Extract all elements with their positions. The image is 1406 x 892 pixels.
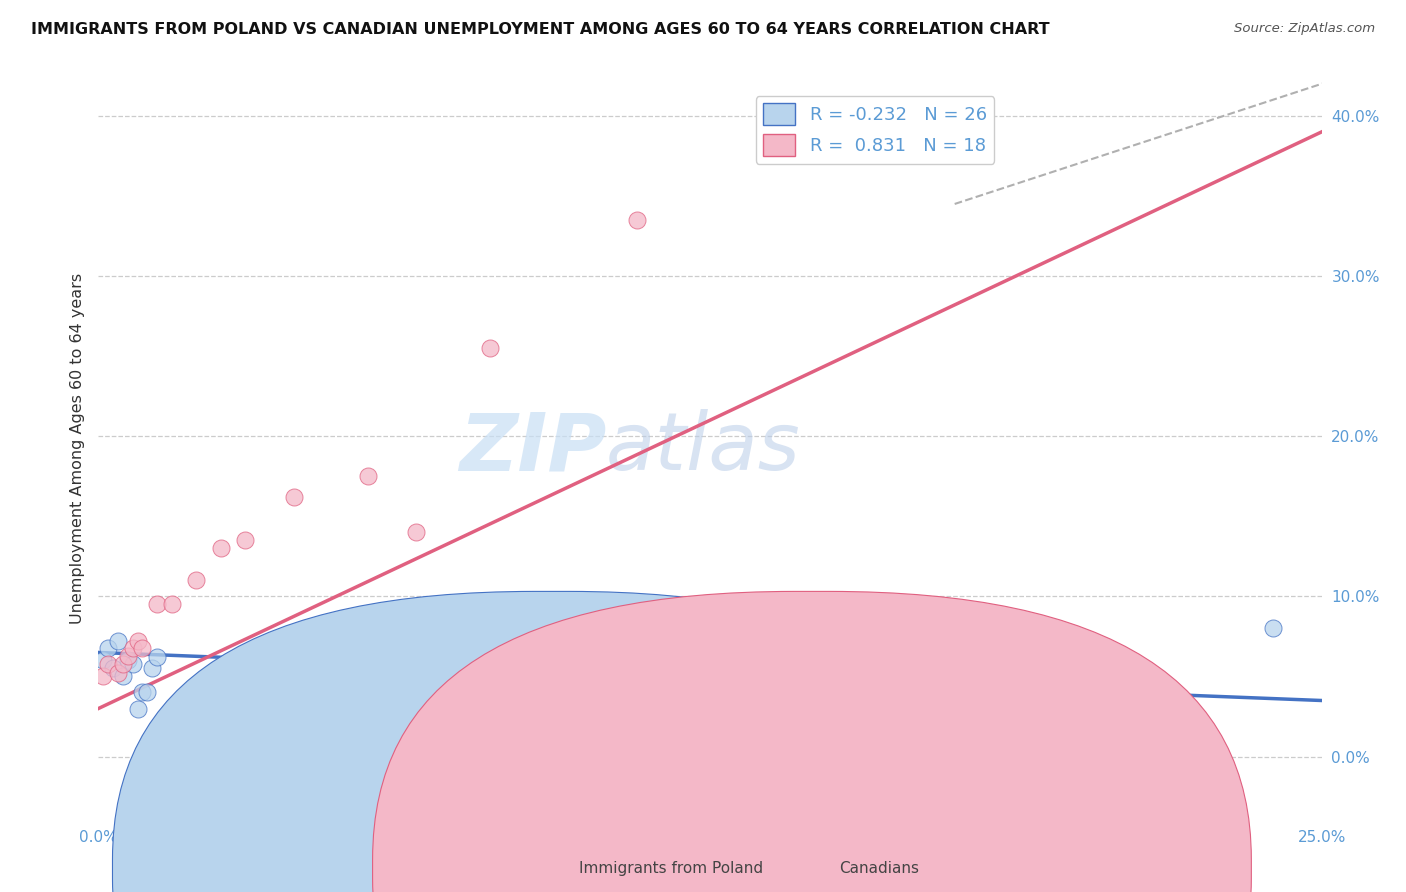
Point	[576, 669, 599, 683]
Point	[332, 657, 354, 671]
Point	[131, 685, 153, 699]
Point	[127, 634, 149, 648]
Point	[209, 541, 232, 556]
Point	[117, 648, 139, 663]
Point	[405, 525, 427, 540]
Y-axis label: Unemployment Among Ages 60 to 64 years: Unemployment Among Ages 60 to 64 years	[69, 273, 84, 624]
Point	[107, 634, 129, 648]
Point	[160, 598, 183, 612]
Point	[233, 765, 256, 780]
Point	[356, 469, 378, 483]
Point	[101, 661, 124, 675]
Point	[553, 693, 575, 707]
Point	[136, 685, 159, 699]
Text: ZIP: ZIP	[458, 409, 606, 487]
Point	[454, 689, 477, 703]
Point	[650, 640, 672, 655]
Point	[1261, 622, 1284, 636]
FancyBboxPatch shape	[112, 591, 991, 892]
Point	[943, 778, 966, 792]
Point	[121, 640, 143, 655]
Point	[626, 213, 648, 227]
Point	[97, 640, 120, 655]
Point	[381, 685, 404, 699]
Point	[91, 653, 114, 667]
Text: Source: ZipAtlas.com: Source: ZipAtlas.com	[1234, 22, 1375, 36]
Legend: R = -0.232   N = 26, R =  0.831   N = 18: R = -0.232 N = 26, R = 0.831 N = 18	[756, 96, 994, 163]
Point	[356, 677, 378, 691]
Point	[478, 661, 501, 675]
Point	[97, 657, 120, 671]
Point	[283, 490, 305, 504]
Point	[127, 701, 149, 715]
Point	[91, 669, 114, 683]
Point	[107, 666, 129, 681]
FancyBboxPatch shape	[373, 591, 1251, 892]
Point	[121, 657, 143, 671]
Point	[430, 693, 453, 707]
Text: atlas: atlas	[606, 409, 801, 487]
Text: Immigrants from Poland: Immigrants from Poland	[579, 862, 763, 876]
Point	[146, 598, 169, 612]
Point	[141, 661, 163, 675]
Point	[111, 669, 134, 683]
Point	[146, 650, 169, 665]
Point	[845, 693, 868, 707]
Text: Canadians: Canadians	[839, 862, 920, 876]
Point	[186, 574, 208, 588]
Point	[117, 653, 139, 667]
Point	[478, 341, 501, 355]
Point	[131, 640, 153, 655]
Point	[111, 657, 134, 671]
Point	[308, 661, 330, 675]
Point	[395, 689, 418, 703]
Point	[894, 685, 917, 699]
Text: IMMIGRANTS FROM POLAND VS CANADIAN UNEMPLOYMENT AMONG AGES 60 TO 64 YEARS CORREL: IMMIGRANTS FROM POLAND VS CANADIAN UNEMP…	[31, 22, 1049, 37]
Point	[233, 533, 256, 548]
